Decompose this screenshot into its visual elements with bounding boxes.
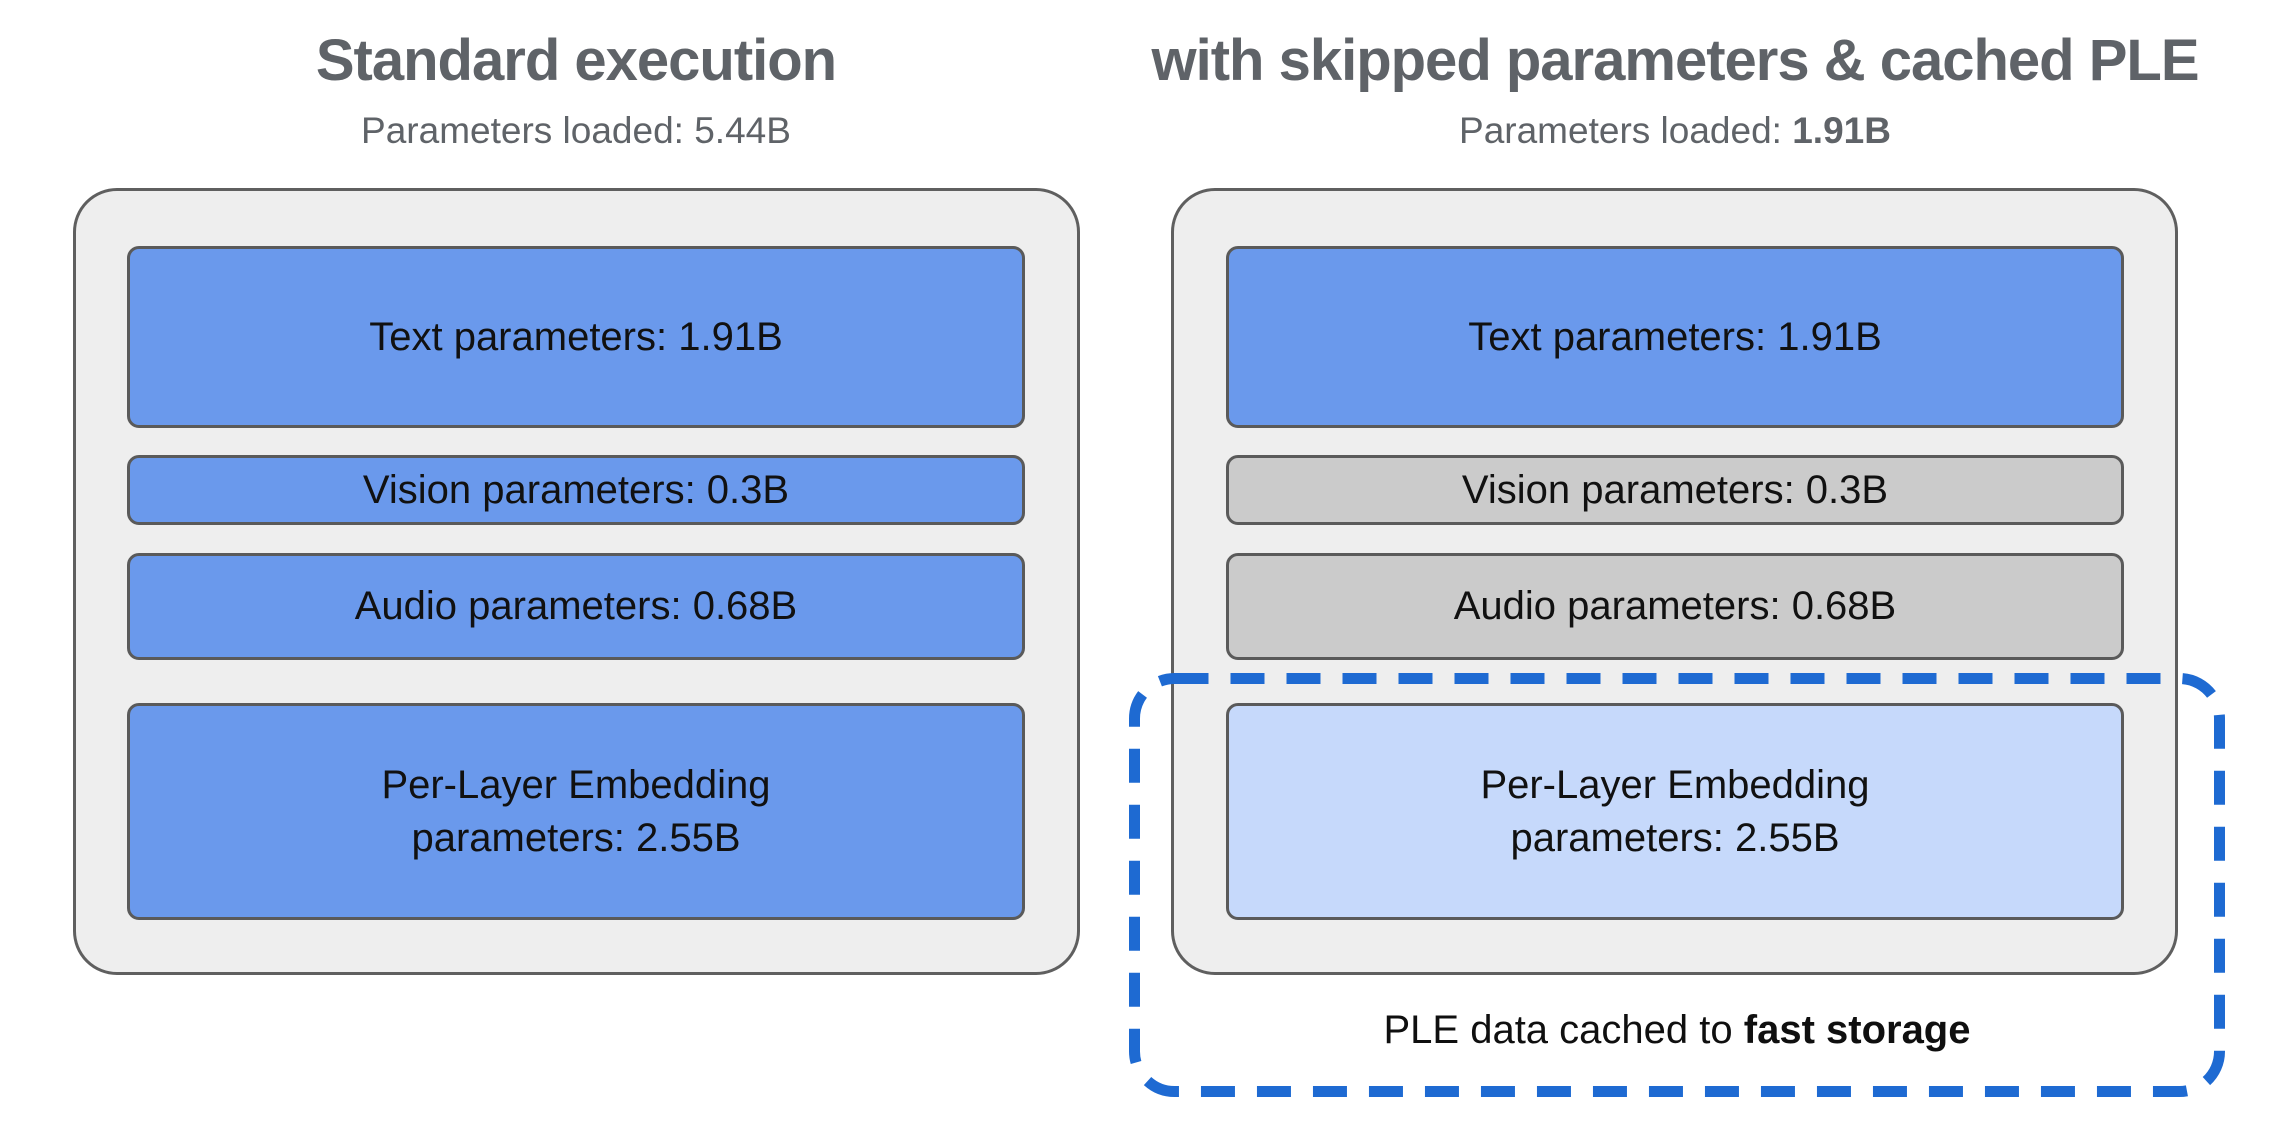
param-box-text-cached: Text parameters: 1.91B (1226, 246, 2124, 428)
panel-header-standard: Standard execution Parameters loaded: 5.… (31, 30, 1121, 152)
ple-cache-note-emphasis: fast storage (1743, 1008, 1971, 1052)
param-box-label-line1: Per-Layer Embedding (381, 762, 771, 807)
param-box-audio-standard: Audio parameters: 0.68B (127, 553, 1025, 660)
param-box-text-standard: Text parameters: 1.91B (127, 246, 1025, 428)
param-box-label: Audio parameters: 0.68B (354, 584, 798, 628)
param-box-label-line2: parameters: 2.55B (1510, 815, 1840, 860)
ple-cache-note: PLE data cached to fast storage (1134, 1006, 2220, 1054)
param-box-vision-standard: Vision parameters: 0.3B (127, 455, 1025, 525)
subtitle-value-standard: 5.44B (694, 110, 791, 151)
panel-subtitle-standard: Parameters loaded: 5.44B (31, 110, 1121, 152)
subtitle-prefix-standard: Parameters loaded: (361, 110, 695, 151)
param-box-audio-skipped: Audio parameters: 0.68B (1226, 553, 2124, 660)
param-box-label-line1: Per-Layer Embedding (1480, 762, 1870, 807)
param-box-label: Vision parameters: 0.3B (362, 467, 790, 512)
panel-subtitle-cached: Parameters loaded: 1.91B (1130, 110, 2220, 152)
panel-title-standard: Standard execution (315, 28, 837, 93)
panel-header-cached: with skipped parameters & cached PLE Par… (1130, 30, 2220, 152)
panel-title-cached: with skipped parameters & cached PLE (1151, 28, 2199, 93)
param-box-label: Text parameters: 1.91B (369, 314, 783, 359)
param-box-label-line2: parameters: 2.55B (411, 815, 741, 860)
param-box-vision-skipped: Vision parameters: 0.3B (1226, 455, 2124, 525)
param-box-label: Audio parameters: 0.68B (1453, 584, 1897, 628)
param-box-label: Vision parameters: 0.3B (1461, 467, 1889, 512)
param-box-ple-standard: Per-Layer Embedding parameters: 2.55B (127, 703, 1025, 920)
subtitle-prefix-cached: Parameters loaded: (1459, 110, 1793, 151)
param-box-label: Text parameters: 1.91B (1468, 314, 1882, 359)
param-box-ple-cached: Per-Layer Embedding parameters: 2.55B (1226, 703, 2124, 920)
ple-cache-note-prefix: PLE data cached to (1383, 1008, 1744, 1052)
subtitle-value-cached: 1.91B (1792, 110, 1891, 151)
